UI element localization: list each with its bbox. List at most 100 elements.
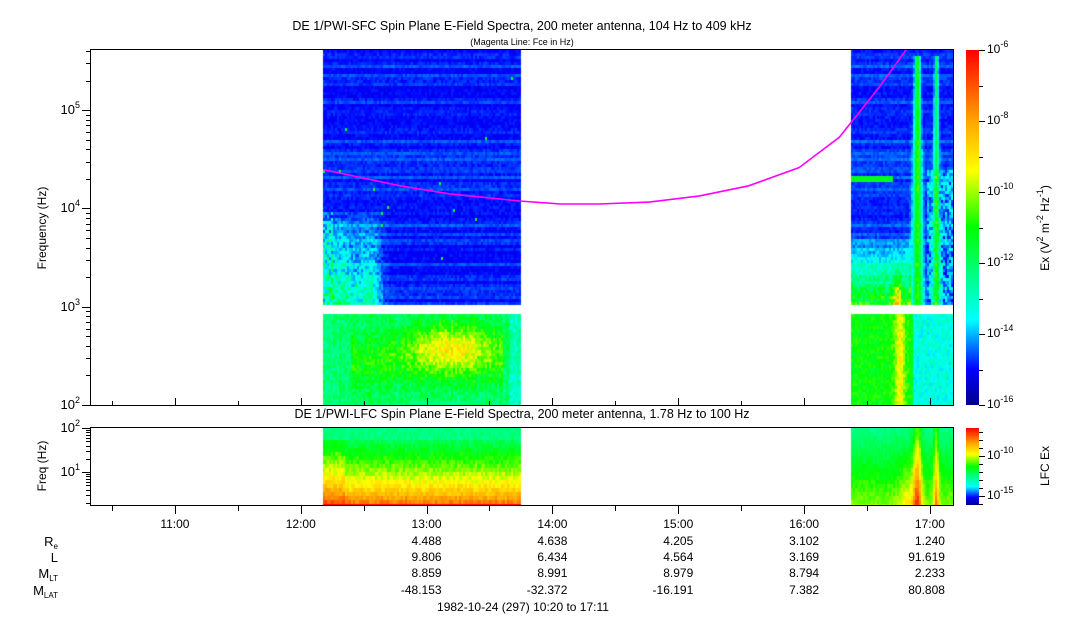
tick-base: 10 [987, 255, 1001, 269]
tick-base: 10 [987, 326, 1001, 340]
x-minor-tick [867, 401, 868, 405]
tick-exponent: 3 [74, 296, 80, 307]
colorbar-tick-label: 10-15 [987, 485, 1014, 503]
ephemeris-value: 80.808 [908, 583, 945, 597]
sfc-colorbar-label: Ex (V2 m-2 Hz-1) [1035, 185, 1052, 271]
time-range-footer: 1982-10-24 (297) 10:20 to 17:11 [437, 600, 609, 614]
ephemeris-label-main: M [38, 566, 50, 581]
colorbar-major-tick [979, 50, 985, 51]
y-minor-tick [86, 459, 90, 460]
ephemeris-row-label: MLT [38, 566, 58, 583]
y-minor-tick [86, 81, 90, 82]
y-minor-tick [86, 218, 90, 219]
colorbar-minor-tick [979, 504, 983, 505]
colorbar-major-tick [979, 121, 985, 122]
colorbar-minor-tick [979, 157, 983, 158]
x-major-tick [301, 398, 302, 405]
y-minor-tick [86, 435, 90, 436]
colorbar-minor-tick [979, 488, 983, 489]
colorbar-tick-label: 10-16 [987, 394, 1014, 412]
y-major-tick [82, 428, 90, 429]
colorbar-major-tick [979, 405, 985, 406]
lfc-colorbar-label: LFC Ex [1038, 446, 1052, 486]
x-minor-tick [238, 506, 239, 511]
x-minor-tick [867, 506, 868, 511]
y-major-tick [82, 110, 90, 111]
colorbar-minor-tick [979, 448, 983, 449]
colorbar-minor-tick [979, 370, 983, 371]
colorbar-label-part: 2 [1035, 236, 1045, 242]
y-major-tick [82, 472, 90, 473]
y-minor-tick [86, 446, 90, 447]
y-minor-tick [86, 51, 90, 52]
x-minor-tick [489, 506, 490, 511]
y-minor-tick [86, 238, 90, 239]
y-minor-tick [86, 479, 90, 480]
x-tick-label: 14:00 [537, 517, 568, 531]
sfc-colorbar [966, 50, 979, 405]
x-major-tick [301, 506, 302, 514]
y-minor-tick [86, 490, 90, 491]
colorbar-label-part: LFC Ex [1038, 445, 1052, 487]
y-minor-tick [86, 358, 90, 359]
tick-exponent: 2 [74, 418, 80, 428]
x-tick-label: 12:00 [285, 517, 316, 531]
y-minor-tick [86, 277, 90, 278]
y-minor-tick [86, 482, 90, 483]
x-major-tick [175, 398, 176, 405]
tick-base: 10 [60, 464, 75, 479]
y-minor-tick [86, 375, 90, 376]
lfc-ylabel: Freq (Hz) [35, 440, 49, 492]
colorbar-minor-tick [979, 432, 983, 433]
x-minor-tick [238, 401, 239, 405]
colorbar-major-tick [979, 192, 985, 193]
y-minor-tick [86, 162, 90, 163]
sfc-spectrogram [91, 50, 953, 405]
y-minor-tick [86, 115, 90, 116]
colorbar-minor-tick [979, 464, 983, 465]
tick-base: 10 [987, 113, 1001, 127]
y-minor-tick [86, 125, 90, 126]
ephemeris-value: 2.233 [914, 566, 945, 580]
sfc-ylabel: Frequency (Hz) [35, 186, 49, 270]
y-minor-tick [86, 230, 90, 231]
x-minor-tick [489, 401, 490, 405]
y-minor-tick [86, 316, 90, 317]
ephemeris-value: -32.372 [526, 583, 568, 597]
x-major-tick [552, 506, 553, 514]
colorbar-minor-tick [979, 472, 983, 473]
tick-exponent: -10 [1000, 181, 1014, 191]
y-minor-tick [86, 260, 90, 261]
ephemeris-value: 8.859 [411, 566, 442, 580]
y-minor-tick [86, 451, 90, 452]
x-minor-tick [741, 506, 742, 511]
y-minor-tick [86, 474, 90, 475]
y-major-tick [82, 307, 90, 308]
colorbar-tick-label: 10-6 [987, 40, 1008, 57]
x-major-tick [552, 398, 553, 405]
tick-exponent: -16 [1000, 394, 1014, 404]
sfc-title: DE 1/PWI-SFC Spin Plane E-Field Spectra,… [292, 19, 752, 33]
y-minor-tick [86, 213, 90, 214]
tick-exponent: -12 [1000, 252, 1014, 262]
y-tick-label: 101 [60, 462, 80, 480]
tick-exponent: 4 [74, 198, 80, 209]
ephemeris-value: 8.979 [663, 566, 694, 580]
tick-exponent: 1 [74, 462, 80, 472]
tick-exponent: -14 [1000, 323, 1014, 333]
lfc-title: DE 1/PWI-LFC Spin Plane E-Field Spectra,… [294, 407, 750, 421]
tick-exponent: -15 [1000, 485, 1014, 496]
ephemeris-value: 4.488 [411, 534, 442, 548]
y-major-tick [82, 208, 90, 209]
y-minor-tick [86, 346, 90, 347]
ephemeris-value: 4.638 [537, 534, 568, 548]
ephemeris-label-main: M [33, 583, 44, 598]
y-major-tick [82, 405, 90, 406]
x-tick-label: 17:00 [914, 517, 945, 531]
tick-exponent: -8 [1000, 110, 1009, 120]
colorbar-major-tick [979, 263, 985, 264]
x-tick-label: 11:00 [160, 517, 190, 531]
ephemeris-row-label: MLAT [33, 583, 58, 600]
ephemeris-value: 9.806 [411, 550, 442, 564]
x-major-tick [678, 506, 679, 514]
